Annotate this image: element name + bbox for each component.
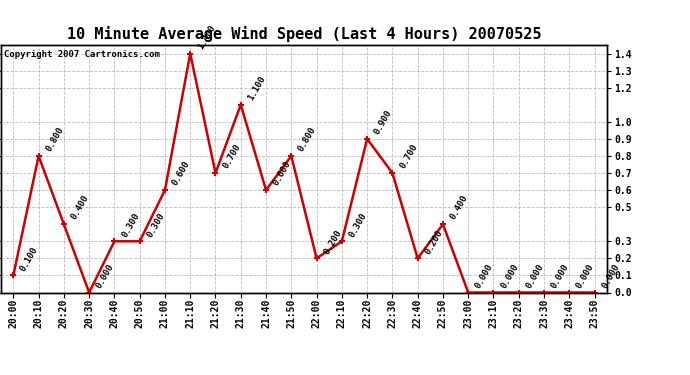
Text: 0.400: 0.400 — [448, 194, 470, 222]
Text: 0.400: 0.400 — [70, 194, 90, 222]
Text: 1.100: 1.100 — [246, 74, 268, 102]
Text: 0.000: 0.000 — [524, 262, 546, 290]
Text: 0.200: 0.200 — [423, 228, 444, 256]
Text: 0.900: 0.900 — [373, 108, 394, 136]
Text: 0.800: 0.800 — [297, 125, 318, 153]
Text: 0.700: 0.700 — [221, 142, 242, 170]
Text: Copyright 2007 Cartronics.com: Copyright 2007 Cartronics.com — [3, 50, 159, 59]
Text: 0.600: 0.600 — [170, 159, 192, 187]
Text: 0.300: 0.300 — [120, 211, 141, 238]
Text: 0.000: 0.000 — [499, 262, 520, 290]
Text: 0.100: 0.100 — [19, 245, 40, 273]
Text: 0.800: 0.800 — [44, 125, 66, 153]
Text: 0.200: 0.200 — [322, 228, 344, 256]
Text: 0.000: 0.000 — [95, 262, 116, 290]
Text: 1.400: 1.400 — [196, 23, 217, 51]
Text: 0.000: 0.000 — [575, 262, 596, 290]
Text: 0.000: 0.000 — [474, 262, 495, 290]
Text: 0.300: 0.300 — [145, 211, 166, 238]
Text: 0.600: 0.600 — [272, 159, 293, 187]
Text: 0.300: 0.300 — [347, 211, 368, 238]
Text: 0.000: 0.000 — [549, 262, 571, 290]
Title: 10 Minute Average Wind Speed (Last 4 Hours) 20070525: 10 Minute Average Wind Speed (Last 4 Hou… — [67, 27, 541, 42]
Text: 0.700: 0.700 — [398, 142, 420, 170]
Text: 0.000: 0.000 — [600, 262, 622, 290]
